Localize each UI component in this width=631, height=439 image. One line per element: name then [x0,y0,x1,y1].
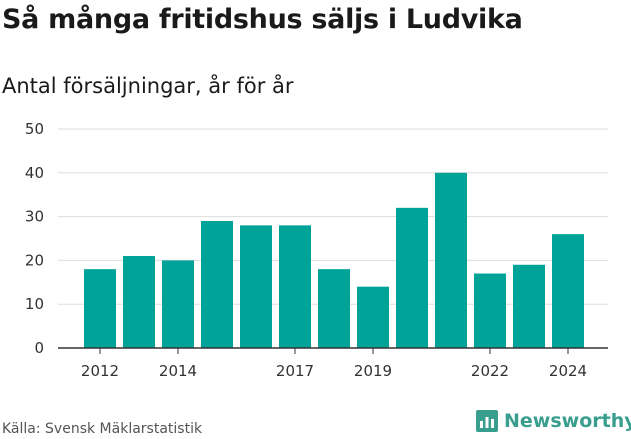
bar-2020 [396,207,428,348]
y-tick-label: 40 [25,164,44,182]
x-tick-label: 2019 [354,362,392,380]
x-tick-label: 2012 [81,362,119,380]
bar-2021 [435,172,467,348]
bars [84,172,584,348]
bar-2016 [240,225,272,348]
bar-2013 [123,256,155,348]
x-tick-label: 2024 [549,362,587,380]
bar-2024 [552,234,584,348]
source-note: Källa: Svensk Mäklarstatistik [2,421,203,437]
bar-2014 [162,260,194,348]
bar-2023 [513,264,545,348]
y-tick-label: 50 [25,120,44,138]
y-tick-label: 10 [25,295,44,313]
chart-title: Så många fritidshus säljs i Ludvika [2,4,523,35]
chart-subtitle: Antal försäljningar, år för år [2,74,294,98]
bar-chart: 0 10 20 30 40 50 2012 2014 2017 2019 2022 2024 [25,120,608,380]
x-tick-label: 2022 [471,362,509,380]
y-tick-label: 0 [34,339,44,357]
brand-name: Newsworthy [504,410,631,432]
x-tick-label: 2017 [276,362,314,380]
bar-2017 [279,225,311,348]
y-axis-ticks: 0 10 20 30 40 50 [25,120,44,357]
bar-chart-icon [476,410,498,432]
bar-2022 [474,273,506,348]
x-axis-ticks: 2012 2014 2017 2019 2022 2024 [81,348,587,380]
x-tick-label: 2014 [159,362,197,380]
brand-logo[interactable]: Newsworthy [476,410,631,432]
bar-2019 [357,286,389,348]
y-tick-label: 20 [25,251,44,269]
bar-2015 [201,220,233,348]
bar-2012 [84,269,116,348]
y-tick-label: 30 [25,208,44,226]
bar-2018 [318,269,350,348]
